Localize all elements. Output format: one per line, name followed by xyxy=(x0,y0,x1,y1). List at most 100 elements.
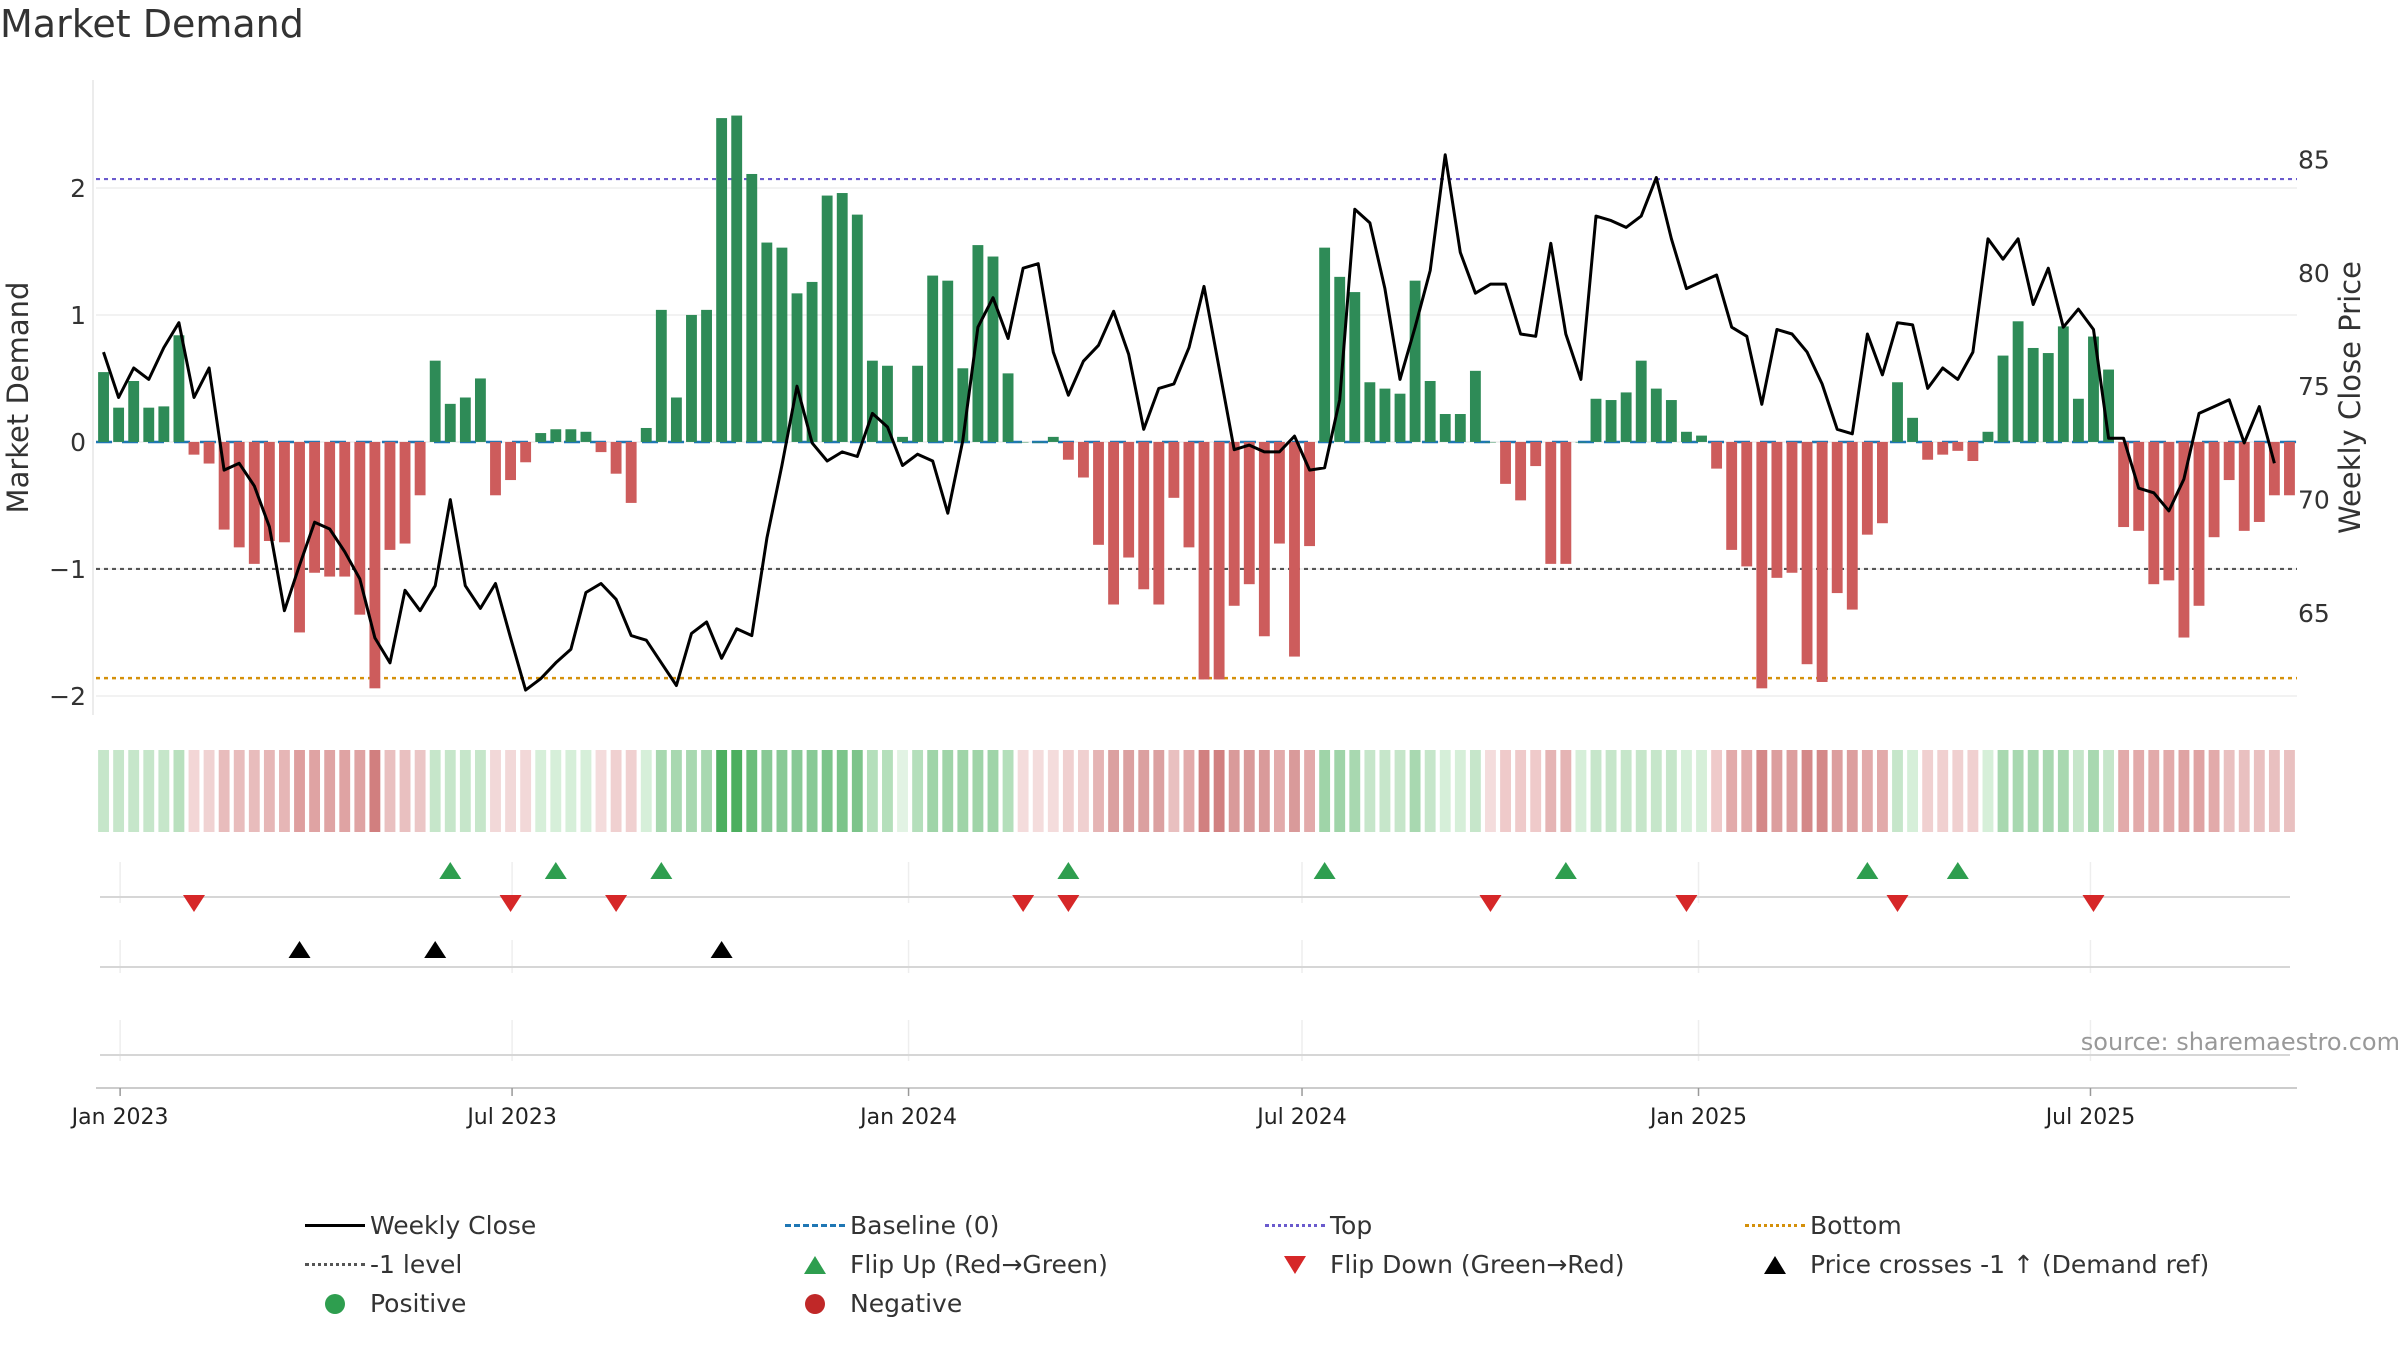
momentum-cell xyxy=(2208,750,2220,832)
momentum-cell xyxy=(851,750,863,832)
demand-bar xyxy=(1801,441,1813,665)
weekly-close-line xyxy=(102,153,2276,692)
momentum-cell xyxy=(2072,750,2084,832)
momentum-cell xyxy=(1771,750,1783,832)
momentum-cell xyxy=(1454,750,1466,832)
momentum-cell xyxy=(248,750,260,832)
demand-bar xyxy=(1108,441,1120,605)
momentum-cell xyxy=(580,750,592,832)
momentum-cell xyxy=(113,750,125,832)
momentum-cell xyxy=(2103,750,2114,832)
demand-bar xyxy=(1907,417,1919,442)
legend-baseline: Baseline (0) xyxy=(780,1210,1260,1241)
momentum-cell xyxy=(1032,750,1044,832)
legend-minus-one-level: -1 level xyxy=(300,1249,780,1280)
demand-bar xyxy=(1364,382,1376,442)
x-tick-label: Jul 2025 xyxy=(2044,1105,2136,1130)
x-tick-label: Jan 2023 xyxy=(70,1105,169,1130)
momentum-cell xyxy=(2284,750,2295,832)
demand-bar xyxy=(610,441,622,474)
demand-bar xyxy=(203,441,215,464)
demand-bar xyxy=(399,441,411,544)
momentum-cell xyxy=(369,750,381,832)
demand-bar xyxy=(1485,441,1496,443)
triangle-up-icon xyxy=(1764,1255,1786,1274)
momentum-cell xyxy=(490,750,501,832)
momentum-cell xyxy=(1394,750,1406,832)
demand-bar xyxy=(1319,247,1331,442)
momentum-cell xyxy=(1635,750,1647,832)
demand-bar xyxy=(1605,400,1617,442)
legend-top: Top xyxy=(1260,1210,1740,1241)
market-demand-chart: Market Demand 2 1 0 −1 −2 85 80 75 70 65 Weekly Clo… xyxy=(1,80,2400,1130)
demand-bar xyxy=(1681,431,1692,442)
demand-bars xyxy=(98,115,2295,689)
flip-up-marker xyxy=(1856,862,1879,879)
demand-bar xyxy=(1635,360,1647,442)
flip-down-marker xyxy=(1057,895,1080,912)
momentum-cell xyxy=(1967,750,1979,832)
demand-bar xyxy=(1289,441,1300,657)
demand-bar xyxy=(2042,353,2054,442)
momentum-cell xyxy=(2012,750,2024,832)
demand-bar xyxy=(640,427,652,442)
momentum-cell xyxy=(399,750,411,832)
momentum-cell xyxy=(1153,750,1165,832)
momentum-cell xyxy=(2027,750,2039,832)
x-axis: Jan 2023 Jul 2023 Jan 2024 Jul 2024 Jan 2025… xyxy=(70,1087,2297,1130)
demand-bar xyxy=(128,380,140,442)
momentum-cell xyxy=(1952,750,1964,832)
demand-bar xyxy=(595,441,607,453)
demand-bar xyxy=(686,314,697,442)
momentum-cell xyxy=(1198,750,1210,832)
left-tick-label: 2 xyxy=(70,174,86,203)
momentum-cell xyxy=(1123,750,1135,832)
momentum-cell xyxy=(1273,750,1285,832)
flip-down-marker xyxy=(499,895,522,912)
flip-up-marker xyxy=(1946,862,1969,879)
momentum-cell xyxy=(806,750,818,832)
demand-bar xyxy=(1575,441,1587,443)
axes: Market Demand 2 1 0 −1 −2 85 80 75 70 65 Weekly Clo… xyxy=(1,145,2367,711)
right-axis-label: Weekly Close Price xyxy=(2333,261,2367,534)
demand-bar xyxy=(1560,441,1572,564)
price-cross-marker xyxy=(710,941,733,958)
dotted-line-icon xyxy=(305,1263,365,1266)
momentum-cell xyxy=(1243,750,1255,832)
momentum-cell xyxy=(1349,750,1361,832)
flip-down-marker xyxy=(1479,895,1502,912)
flip-down-marker xyxy=(182,895,205,912)
demand-bar xyxy=(98,372,109,442)
x-tick-label: Jul 2024 xyxy=(1255,1105,1347,1130)
demand-bar xyxy=(776,247,788,442)
flip-down-marker xyxy=(1675,895,1698,912)
demand-bar xyxy=(1258,441,1270,637)
right-tick-label: 70 xyxy=(2298,486,2330,515)
demand-bar xyxy=(354,441,366,615)
momentum-cell xyxy=(1650,750,1662,832)
demand-bar xyxy=(1741,441,1753,567)
source-label: source: sharemaestro.com xyxy=(2081,1028,2400,1056)
momentum-cell xyxy=(1997,750,2009,832)
demand-bar xyxy=(1997,355,2009,442)
demand-bar xyxy=(1816,441,1828,682)
momentum-cell xyxy=(1485,750,1496,832)
demand-bar xyxy=(1982,431,1994,442)
demand-bar xyxy=(866,360,878,442)
momentum-cell xyxy=(716,750,728,832)
demand-bar xyxy=(2072,398,2084,442)
momentum-cell xyxy=(912,750,924,832)
momentum-cell xyxy=(474,750,486,832)
demand-bar xyxy=(2118,441,2130,528)
demand-bar xyxy=(173,335,185,442)
flip-up-marker xyxy=(1313,862,1336,879)
momentum-cell xyxy=(1922,750,1934,832)
demand-bar xyxy=(309,441,321,573)
triangle-up-icon xyxy=(804,1255,826,1274)
momentum-cell xyxy=(535,750,547,832)
flip-up-marker xyxy=(439,862,462,879)
momentum-cell xyxy=(98,750,109,832)
momentum-cell xyxy=(294,750,305,832)
demand-bar xyxy=(1213,441,1225,680)
momentum-cell xyxy=(640,750,652,832)
